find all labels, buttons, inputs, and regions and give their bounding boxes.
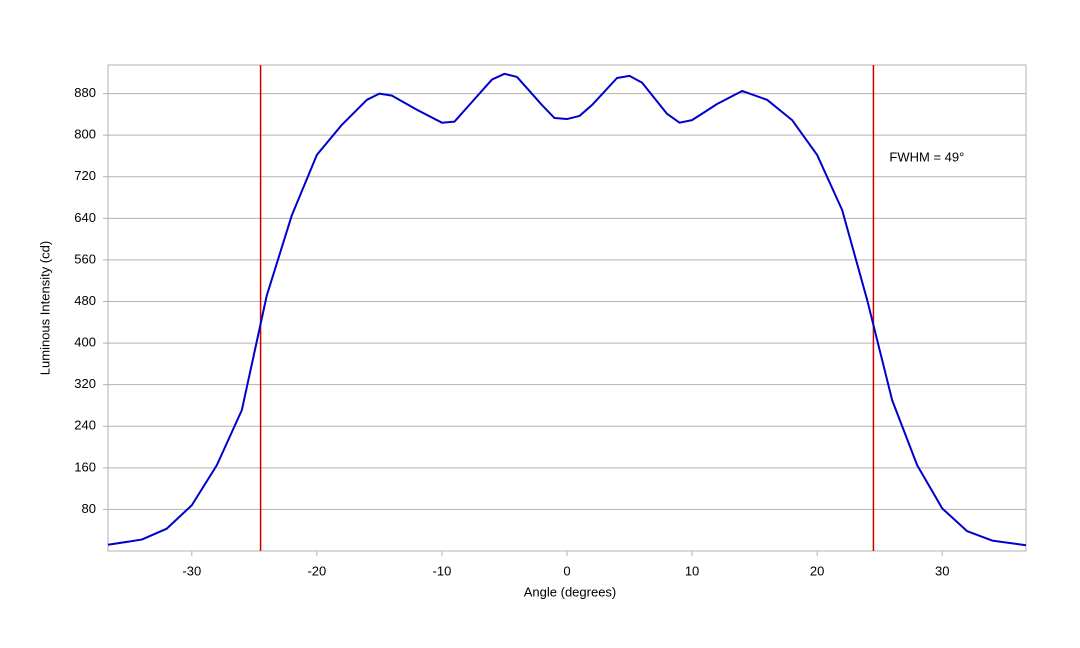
y-tick-label: 400 [74,335,96,350]
y-tick-label: 480 [74,293,96,308]
plot-frame [107,64,1027,552]
y-tick-label: 80 [82,501,96,516]
x-tick-label: -20 [307,563,326,578]
y-tick-label: 320 [74,376,96,391]
y-axis-label: Luminous Intensity (cd) [37,241,52,375]
x-tick-label: -30 [182,563,201,578]
y-tick-label: 640 [74,210,96,225]
x-tick-label: 30 [935,563,949,578]
x-tick-label: 0 [563,563,570,578]
x-tick-label: -10 [433,563,452,578]
y-tick-label: 880 [74,85,96,100]
x-tick-label: 20 [810,563,824,578]
y-tick-label: 160 [74,459,96,474]
x-axis-label: Angle (degrees) [524,584,617,599]
y-tick-label: 560 [74,251,96,266]
x-tick-label: 10 [685,563,699,578]
y-tick-label: 800 [74,127,96,142]
data-line [107,72,1027,547]
y-tick-label: 720 [74,168,96,183]
annotation: FWHM = 49° [889,149,964,164]
y-tick-label: 240 [74,418,96,433]
